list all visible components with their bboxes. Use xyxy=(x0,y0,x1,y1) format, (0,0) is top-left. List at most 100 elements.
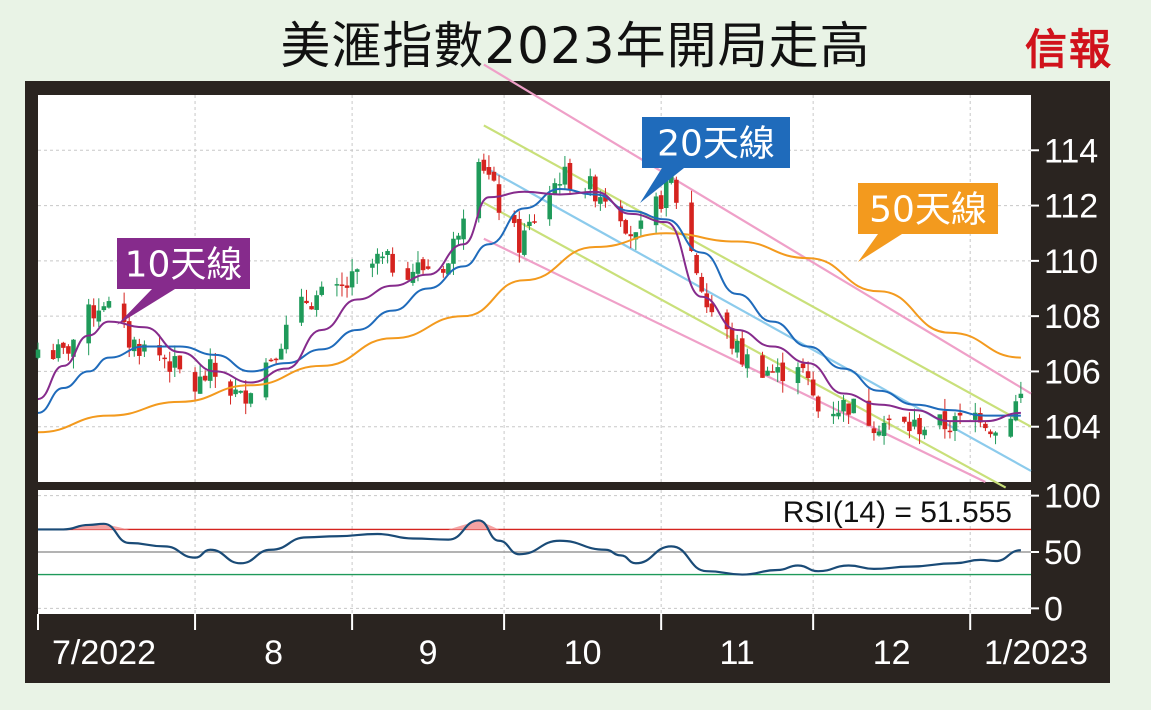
candle-body xyxy=(978,413,983,423)
candle-body xyxy=(142,344,147,352)
candle-body xyxy=(344,285,350,288)
candle-body xyxy=(375,253,380,264)
candle-body xyxy=(836,412,841,417)
candle-body xyxy=(162,357,167,360)
candle-body xyxy=(689,202,694,251)
candle-body xyxy=(410,271,416,283)
candle-body xyxy=(1018,393,1024,398)
callout-box xyxy=(642,117,790,168)
rsi-line xyxy=(37,519,1021,576)
callouts: 10天線 20天線 50天線 xyxy=(117,117,998,325)
candle-body xyxy=(876,431,882,436)
candle-body xyxy=(628,234,634,237)
candle-body xyxy=(243,390,248,404)
candle-body xyxy=(562,166,568,185)
candle-body xyxy=(780,362,786,382)
candle-body xyxy=(947,430,953,433)
candle-body xyxy=(912,419,917,427)
candle-body xyxy=(729,328,735,349)
candle-body xyxy=(724,312,730,330)
candle-body xyxy=(66,346,71,354)
candle-body xyxy=(907,421,912,432)
candle-body xyxy=(314,295,319,310)
x-tick-label: 11 xyxy=(720,634,755,672)
candle-body xyxy=(957,412,963,416)
candle-body xyxy=(922,429,927,436)
candle-body xyxy=(770,371,775,373)
candle-body xyxy=(309,306,314,310)
candle-body xyxy=(988,431,993,435)
candle-body xyxy=(177,355,183,370)
candle-body xyxy=(810,379,816,396)
candle-body xyxy=(96,310,102,322)
candle-body xyxy=(334,284,340,286)
candle-body xyxy=(663,178,669,209)
ma50-line xyxy=(37,232,1021,434)
channel-line-outer_upper xyxy=(483,63,1032,395)
rsi-panel: RSI(14) = 51.555 xyxy=(37,496,1031,576)
candle-body xyxy=(425,266,431,269)
candle-body xyxy=(233,389,238,395)
x-tick-label: 1/2023 xyxy=(984,634,1088,672)
candle-body xyxy=(370,263,375,268)
callout-pointer xyxy=(117,289,175,325)
candle-body xyxy=(192,372,198,392)
candle-body xyxy=(952,416,958,431)
candle-body xyxy=(775,367,780,373)
callout-pointer xyxy=(640,168,684,203)
callout-label: 10天線 xyxy=(125,245,243,286)
candle-body xyxy=(699,276,704,292)
candle-body xyxy=(841,399,846,412)
candle-body xyxy=(517,218,522,253)
callout-box xyxy=(858,183,998,234)
candle-body xyxy=(263,362,269,398)
candle-body xyxy=(902,416,907,422)
candle-body xyxy=(71,339,76,357)
channel-line-inner_lower xyxy=(483,201,1007,489)
x-tick-label: 8 xyxy=(264,634,283,672)
candle-body xyxy=(993,432,998,436)
rsi-title: RSI(14) = 51.555 xyxy=(783,496,1012,529)
candle-body xyxy=(380,256,385,259)
y-tick-label: 110 xyxy=(1044,243,1098,281)
candle-body xyxy=(800,363,806,369)
candle-body xyxy=(131,339,137,352)
candle-body xyxy=(106,301,112,308)
candle-body xyxy=(618,206,623,222)
candle-body xyxy=(405,268,411,280)
candle-body xyxy=(268,359,274,362)
ma20-line xyxy=(37,187,1021,417)
candle-body xyxy=(765,370,770,376)
trend-channels xyxy=(483,63,1032,489)
candle-body xyxy=(248,393,254,404)
candle-body xyxy=(385,251,390,255)
candle-body xyxy=(420,259,426,271)
candlesticks xyxy=(35,153,1024,445)
y-tick-label: 106 xyxy=(1044,353,1101,391)
candle-body xyxy=(567,162,573,190)
candle-body xyxy=(172,356,178,368)
candle-body xyxy=(653,196,659,226)
candle-body xyxy=(126,321,132,348)
candle-body xyxy=(593,176,598,202)
candle-body xyxy=(658,195,664,209)
candle-body xyxy=(202,375,208,381)
brand-logo: 信報 xyxy=(1024,25,1113,74)
candle-body xyxy=(871,428,877,434)
candle-body xyxy=(451,238,456,264)
candle-body xyxy=(415,262,421,274)
y-tick-label: 114 xyxy=(1044,132,1098,170)
ma10-line xyxy=(37,190,1021,423)
candle-body xyxy=(213,362,218,377)
y-axis: 104 106 108 110 112 114 0 50 100 xyxy=(1031,132,1101,628)
candle-body xyxy=(745,354,750,369)
candle-body xyxy=(547,195,552,220)
candle-body xyxy=(461,218,466,240)
callout-label: 20天線 xyxy=(657,124,775,165)
candle-body xyxy=(486,167,492,175)
channel-line-outer_lower xyxy=(483,237,986,483)
candle-body xyxy=(704,293,710,308)
candle-body xyxy=(694,255,699,274)
candle-body xyxy=(532,221,537,223)
